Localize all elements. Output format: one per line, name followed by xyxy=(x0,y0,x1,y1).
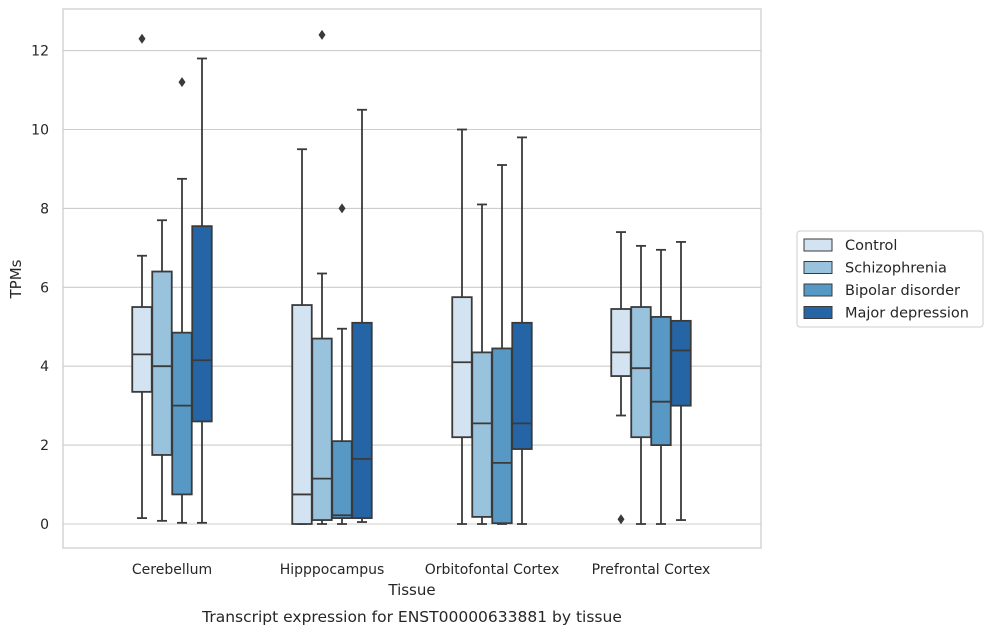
outlier-point xyxy=(617,514,625,525)
y-tick-label: 12 xyxy=(31,44,49,60)
y-tick-label: 8 xyxy=(40,201,49,217)
y-tick-label: 10 xyxy=(31,123,49,139)
legend-label: Bipolar disorder xyxy=(845,283,960,299)
outlier-point xyxy=(318,29,326,40)
iqr-box xyxy=(451,296,473,439)
legend-swatch xyxy=(803,306,833,319)
iqr-box xyxy=(131,306,153,393)
x-tick-labels: Cerebellum Hipppocampus Orbitofontal Corte… xyxy=(132,562,710,578)
y-tick-label: 0 xyxy=(40,517,49,533)
legend: Control Schizophrenia Bipolar disorder Majo… xyxy=(796,230,984,328)
legend-frame xyxy=(796,230,984,328)
iqr-box xyxy=(650,315,672,447)
iqr-box xyxy=(351,321,373,519)
box-control xyxy=(131,33,153,519)
legend-label: Major depression xyxy=(845,306,969,322)
box-schizophrenia xyxy=(311,29,333,525)
y-tick-labels: 0 2 4 6 8 10 12 xyxy=(31,44,49,533)
y-tick-label: 2 xyxy=(40,438,49,454)
legend-label: Control xyxy=(845,238,897,254)
x-tick-label: Prefrontal Cortex xyxy=(592,562,711,578)
box-control xyxy=(451,128,473,525)
legend-swatch xyxy=(803,261,833,274)
iqr-box xyxy=(291,304,313,525)
x-axis-label: Tissue xyxy=(387,581,435,599)
x-tick-label: Orbitofontal Cortex xyxy=(425,562,560,578)
legend-label: Schizophrenia xyxy=(845,261,947,277)
y-axis-label: TPMs xyxy=(7,259,25,299)
legend-swatch xyxy=(803,283,833,297)
chart-caption: Transcript expression for ENST0000063388… xyxy=(201,608,622,626)
outlier-point xyxy=(338,203,346,214)
box-bipolar-disorder xyxy=(491,164,513,525)
iqr-box xyxy=(670,319,692,407)
plot-frame xyxy=(62,8,762,549)
box-plots xyxy=(131,29,692,525)
box-bipolar-disorder xyxy=(171,77,193,524)
outlier-point xyxy=(138,33,146,44)
box-major-depression xyxy=(670,241,692,521)
iqr-box xyxy=(511,321,533,450)
box-bipolar-disorder xyxy=(650,248,672,525)
iqr-box xyxy=(151,270,173,456)
box-major-depression xyxy=(191,57,213,524)
box-major-depression xyxy=(351,108,373,523)
y-tick-label: 6 xyxy=(40,280,49,296)
legend-swatch xyxy=(803,238,833,252)
iqr-box xyxy=(471,351,493,518)
iqr-box xyxy=(171,331,193,496)
iqr-box xyxy=(191,225,213,423)
box-schizophrenia xyxy=(471,203,493,525)
box-control xyxy=(610,231,632,525)
box-schizophrenia xyxy=(630,244,652,525)
box-major-depression xyxy=(511,136,533,525)
iqr-box xyxy=(630,306,652,439)
x-tick-label: Hipppocampus xyxy=(280,562,385,578)
box-control xyxy=(291,148,313,525)
iqr-box xyxy=(491,347,513,525)
y-tick-label: 4 xyxy=(40,359,49,375)
outlier-point xyxy=(178,77,186,88)
iqr-box xyxy=(311,337,333,521)
iqr-box xyxy=(610,308,632,377)
box-bipolar-disorder xyxy=(331,203,353,525)
box-schizophrenia xyxy=(151,219,173,522)
iqr-box xyxy=(331,440,353,519)
x-tick-label: Cerebellum xyxy=(132,562,212,578)
